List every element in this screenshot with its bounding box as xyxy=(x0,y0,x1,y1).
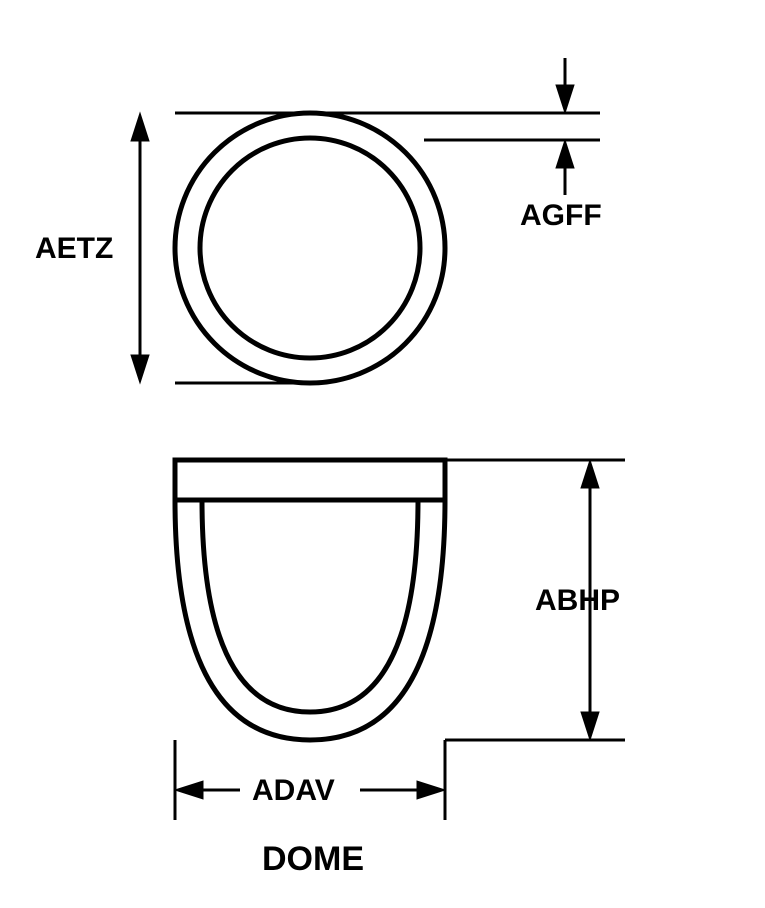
ring-outer-circle xyxy=(175,113,445,383)
aetz-arrow-bottom xyxy=(131,355,149,383)
abhp-arrow-bottom xyxy=(581,712,599,740)
abhp-arrow-top xyxy=(581,460,599,488)
agff-arrow-top xyxy=(556,85,574,113)
agff-arrow-bottom xyxy=(556,140,574,168)
ring-inner-circle xyxy=(200,138,420,358)
agff-label: AGFF xyxy=(520,199,602,232)
technical-drawing: AETZ AGFF ABHP ADAV DOME xyxy=(0,0,765,908)
dome-inner-path xyxy=(202,500,418,712)
aetz-arrow-top xyxy=(131,113,149,141)
abhp-label: ABHP xyxy=(535,584,620,617)
ring-top-view xyxy=(175,113,445,383)
title-label: DOME xyxy=(262,840,364,878)
adav-arrow-left xyxy=(175,781,203,799)
adav-label: ADAV xyxy=(252,774,335,807)
dimension-adav: ADAV xyxy=(175,740,445,820)
aetz-label: AETZ xyxy=(35,232,113,265)
dome-side-view xyxy=(175,460,445,740)
adav-arrow-right xyxy=(417,781,445,799)
dimension-abhp: ABHP xyxy=(445,460,625,740)
